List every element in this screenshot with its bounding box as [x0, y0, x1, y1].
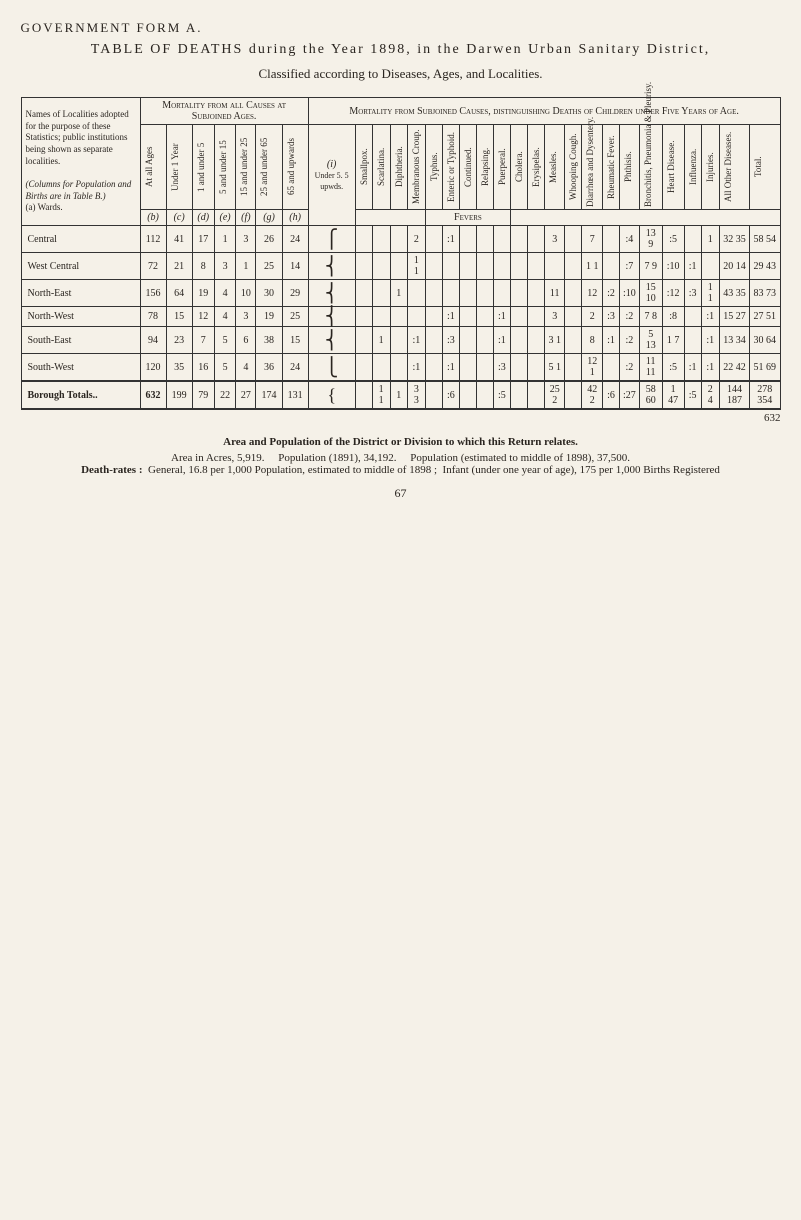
fevers-span — [355, 210, 425, 226]
area-pop-title: Area and Population of the District or D… — [21, 436, 781, 448]
dis-8: Puerperal. — [493, 125, 510, 210]
lab-e: (e) — [214, 210, 235, 226]
names-header-text: Names of Localities adopted for the purp… — [26, 109, 129, 166]
dis-4: Typhus. — [425, 125, 442, 210]
mortality-all-header: Mortality from all Causes at Subjoined A… — [140, 98, 308, 125]
dis-14: Rheumatic Fever. — [602, 125, 619, 210]
dis-16: Bronchitis, Pneumonia & Pleurisy. — [639, 125, 662, 210]
columns-note: (Columns for Population and Births are i… — [26, 179, 132, 201]
under5-col: (i)Under 5. 5 upwds. — [308, 125, 355, 226]
dis-19: Injuries. — [701, 125, 719, 210]
main-table: Names of Localities adopted for the purp… — [21, 97, 781, 410]
age-5-15: 5 and under 15 — [214, 125, 235, 210]
bottom-line2: Death-rates : General, 16.8 per 1,000 Po… — [21, 464, 781, 476]
dis-0: Smallpox. — [355, 125, 372, 210]
lab-d: (d) — [192, 210, 214, 226]
bottom-line1: Area in Acres, 5,919. Population (1891),… — [21, 452, 781, 464]
dis-17: Heart Disease. — [662, 125, 684, 210]
sub-title: Classified according to Diseases, Ages, … — [21, 66, 781, 82]
lab-f: (f) — [236, 210, 256, 226]
dis-1: Scarlatina. — [372, 125, 390, 210]
row-west-central: West Central 72 21 8 3 1 25 14 ⎨ 1 1 1 1… — [21, 253, 780, 280]
dis-18: Influenza. — [684, 125, 701, 210]
age-1-5: 1 and under 5 — [192, 125, 214, 210]
names-header: Names of Localities adopted for the purp… — [21, 98, 140, 226]
age-15-25: 15 and under 25 — [236, 125, 256, 210]
dis-5: Enteric or Typhoid. — [442, 125, 459, 210]
lab-g: (g) — [256, 210, 282, 226]
dis-3: Membranous Croup. — [407, 125, 425, 210]
main-title: TABLE OF DEATHS during the Year 1898, in… — [21, 42, 781, 58]
row-north-west: North-West 78 15 12 4 3 19 25 ⎨ :1 :1 3 … — [21, 307, 780, 327]
row-totals: Borough Totals.. 632 199 79 22 27 174 13… — [21, 381, 780, 409]
side-total: 632 — [21, 412, 781, 424]
loc-central: Central — [21, 226, 140, 253]
dis-10: Erysipelas. — [527, 125, 544, 210]
row-south-west: South-West 120 35 16 5 4 36 24 ⎩ :1 :1 :… — [21, 354, 780, 382]
dis-11: Measles. — [544, 125, 565, 210]
form-label: GOVERNMENT FORM A. — [21, 20, 781, 36]
dis-6: Continued. — [459, 125, 476, 210]
age-atall: At all Ages — [140, 125, 166, 210]
dis-12: Whooping Cough. — [565, 125, 582, 210]
dis-20: All Other Diseases. — [719, 125, 749, 210]
row-south-east: South-East 94 23 7 5 6 38 15 ⎨ 1 :1 :3 :… — [21, 327, 780, 354]
bottom-section: Area and Population of the District or D… — [21, 436, 781, 476]
dis-9: Cholera. — [510, 125, 527, 210]
dis-21: Total. — [750, 125, 780, 210]
age-u1: Under 1 Year — [166, 125, 192, 210]
mortality-sub-header: Mortality from Subjoined Causes, disting… — [308, 98, 780, 125]
age-65up: 65 and upwards — [282, 125, 308, 210]
row-north-east: North-East 156 64 19 4 10 30 29 ⎨ 1 11 1… — [21, 280, 780, 307]
blank-span — [510, 210, 780, 226]
dis-13: Diarrhœa and Dysentery. — [582, 125, 603, 210]
dis-15: Phthisis. — [619, 125, 639, 210]
lab-b: (b) — [140, 210, 166, 226]
lab-h: (h) — [282, 210, 308, 226]
lab-c: (c) — [166, 210, 192, 226]
dis-2: Diphtheria. — [390, 125, 407, 210]
wards-label: (a) Wards. — [26, 202, 63, 212]
row-central: Central 112 41 17 1 3 26 24 ⎧ 2 :1 3 7 :… — [21, 226, 780, 253]
page-number: 67 — [21, 486, 781, 501]
fevers-label: Fevers — [425, 210, 510, 226]
dis-7: Relapsing. — [476, 125, 493, 210]
age-25-65: 25 and under 65 — [256, 125, 282, 210]
